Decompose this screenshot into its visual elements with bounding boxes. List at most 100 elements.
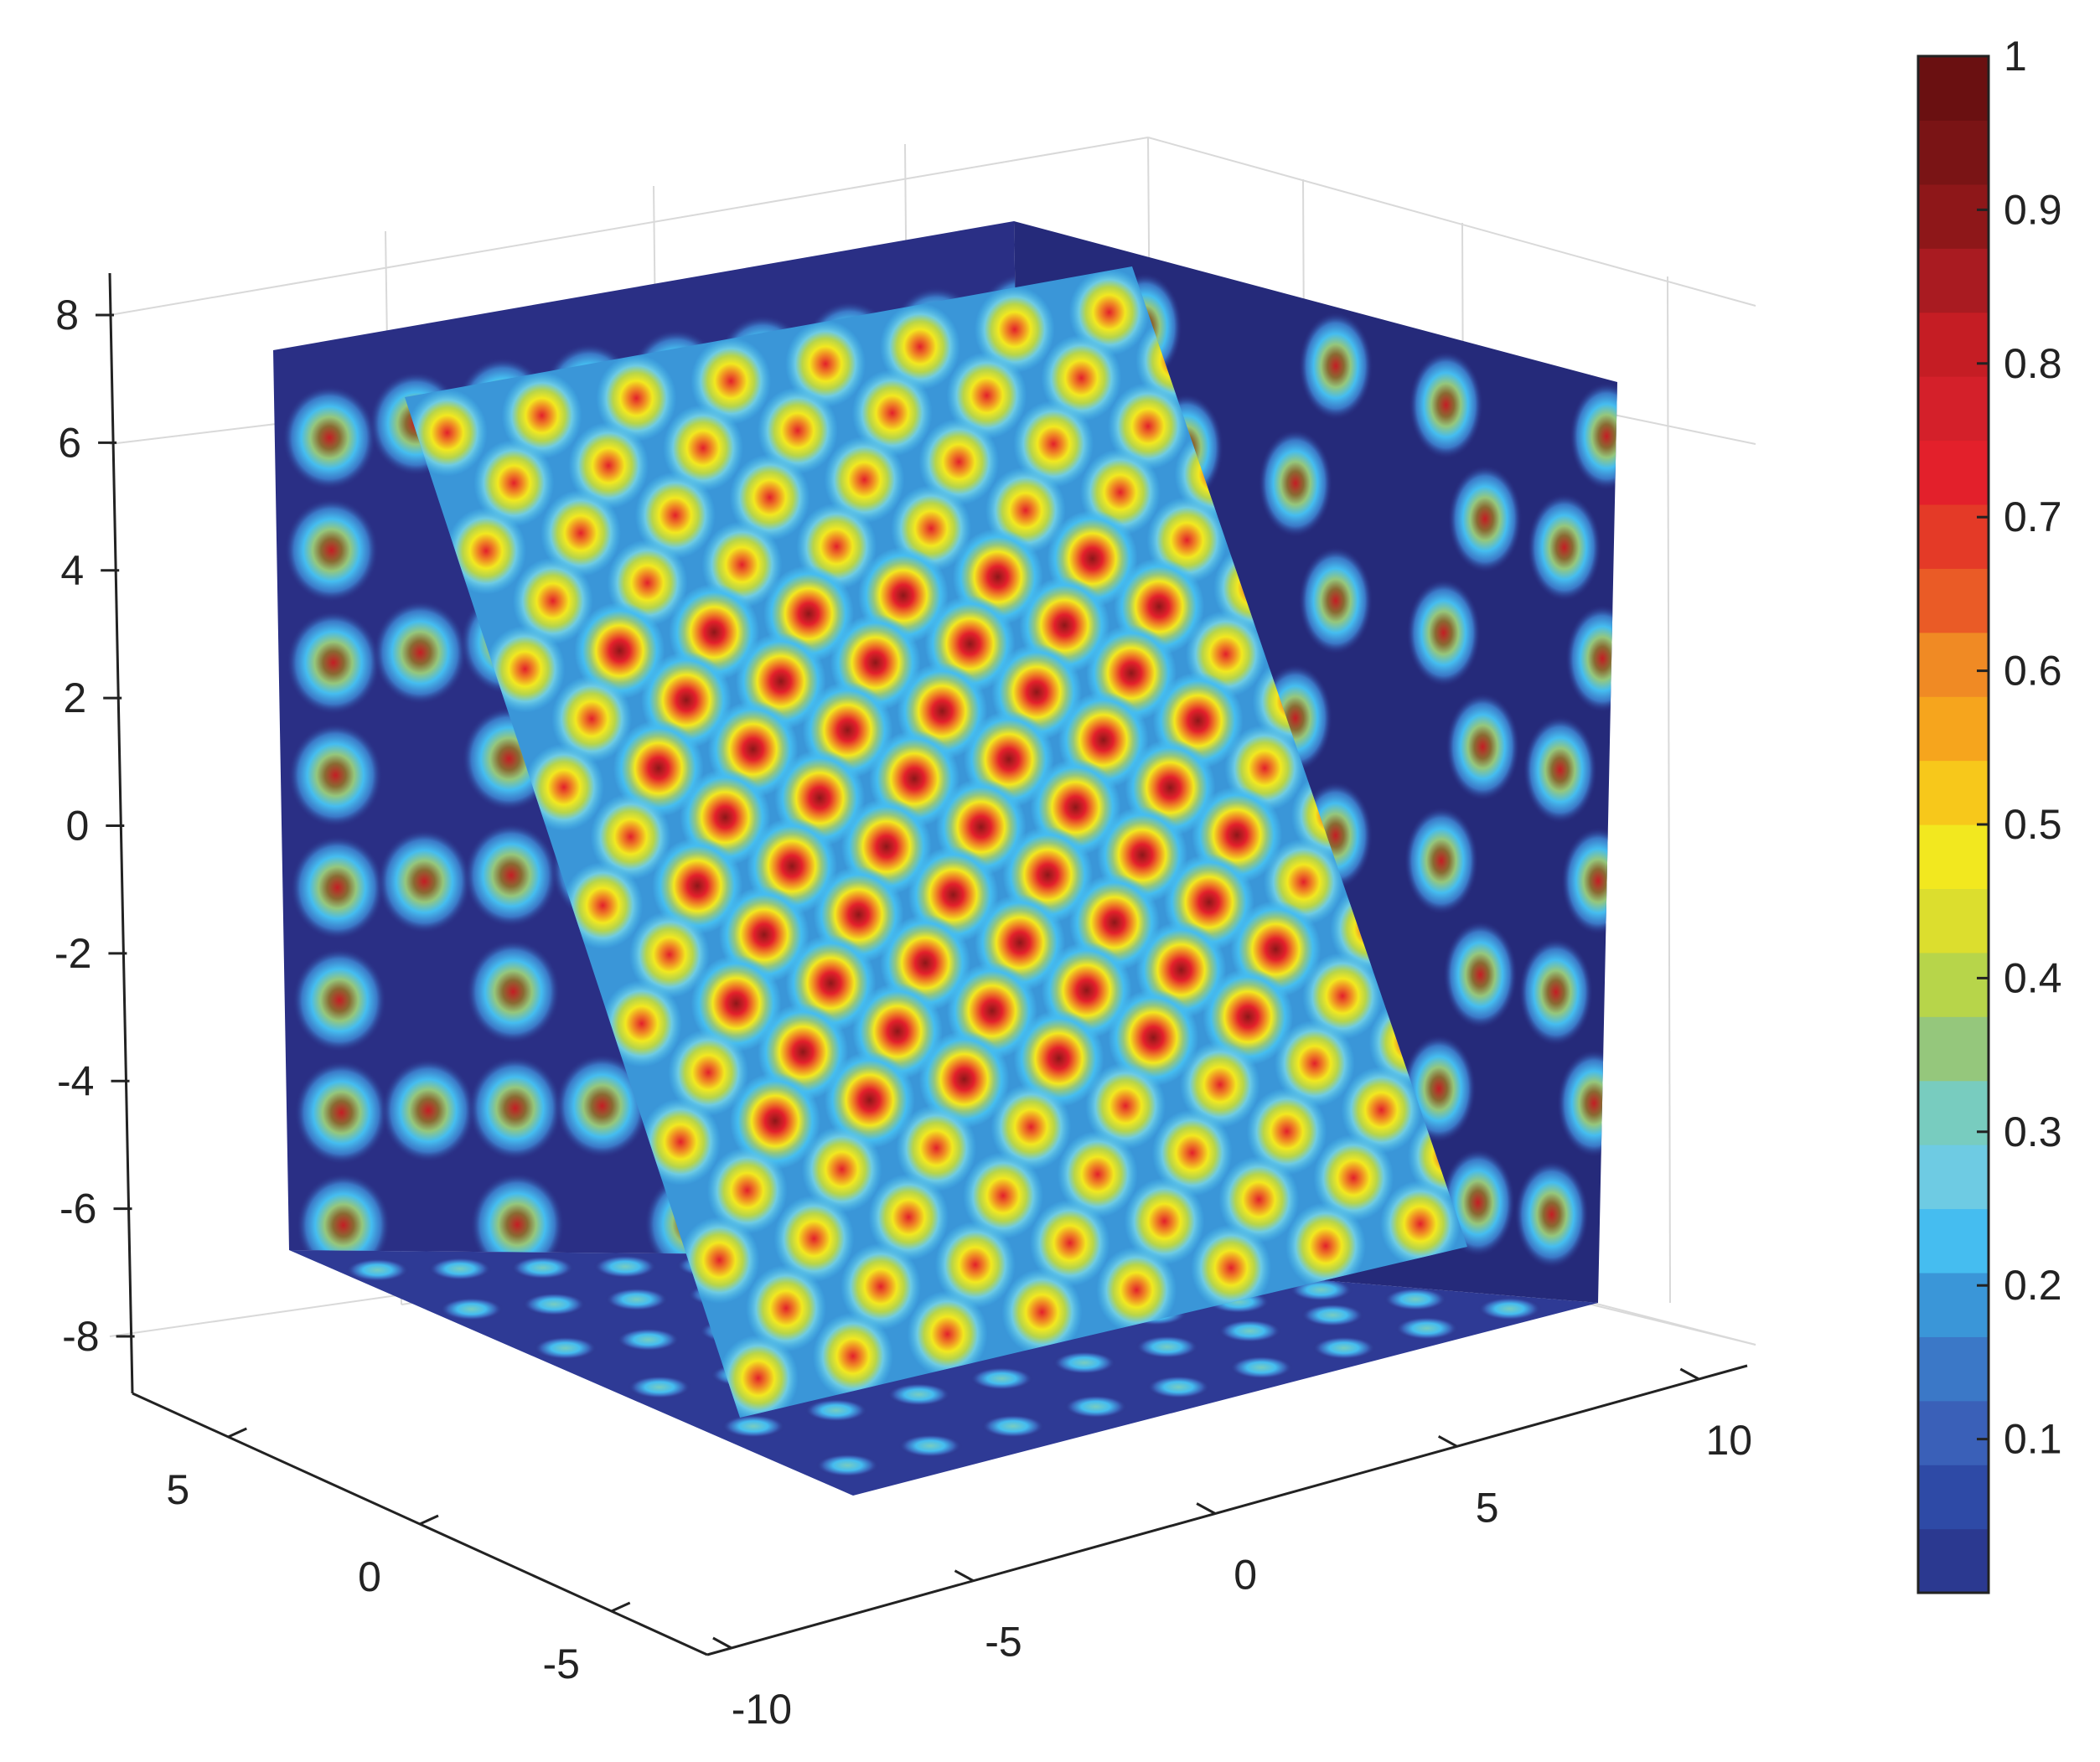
colorbar-tick-label: 0.3 [2004,1108,2062,1155]
intensity-spot [470,1172,565,1257]
intensity-spot [640,1098,722,1186]
intensity-spot [1013,1010,1104,1108]
colorbar-band [1918,1016,1989,1082]
x-tick-mark [954,1569,975,1583]
intensity-spot [1218,1319,1282,1343]
intensity-spot [484,625,566,713]
intensity-spot [1085,1062,1166,1150]
intensity-spot [1001,1269,1083,1356]
intensity-spot [1063,1394,1128,1418]
intensity-spot [1179,1041,1260,1129]
intensity-spot [1041,334,1122,422]
intensity-spot [668,1029,749,1116]
intensity-spot [785,320,866,408]
intensity-spot [946,352,1027,439]
intensity-spot [824,1052,915,1149]
intensity-spot [574,602,665,700]
intensity-spot [1409,351,1483,459]
intensity-spot [1068,268,1150,356]
intensity-spot [551,674,633,762]
colorbar-band [1918,824,1989,890]
intensity-spot [373,600,468,705]
intensity-spot [1313,1134,1394,1222]
intensity-spot [1135,1335,1199,1359]
intensity-spot [757,386,838,474]
intensity-spot [1203,968,1294,1066]
intensity-spot [691,954,782,1052]
intensity-spot [601,979,682,1067]
intensity-spot [562,861,644,949]
y-axis: 5 0 -5 [166,1427,631,1687]
y-tick-mark [419,1514,439,1526]
z-tick-label: 8 [55,292,79,338]
intensity-spot [596,354,677,442]
intensity-spot [427,1257,492,1281]
intensity-spot [974,286,1055,374]
intensity-spot [1108,989,1199,1087]
intensity-spot [1383,1287,1447,1311]
colorbar-tick-label: 0.6 [2004,648,2062,695]
z-tick-label: -4 [57,1057,94,1104]
intensity-spot [812,1312,893,1400]
intensity-spot [284,498,379,602]
colorbar-band [1918,1208,1989,1274]
intensity-spot [841,1243,921,1331]
intensity-spot [652,837,743,935]
intensity-spot [991,1083,1072,1170]
intensity-spot [290,835,385,940]
z-tick-label: -6 [59,1186,96,1232]
colorbar-band [1918,760,1989,825]
colorbar-tick-label: 0.7 [2004,493,2062,540]
intensity-spot [1518,938,1593,1046]
x-tick-mark [1679,1367,1700,1381]
intensity-spot [1246,1088,1327,1176]
colorbar-tick-label: 0.1 [2004,1416,2062,1463]
intensity-spot [512,557,593,645]
z-tick-label: 0 [65,803,89,850]
colorbar-tick-label: 0.9 [2004,186,2062,233]
colorbar-band [1918,120,1989,185]
intensity-spot [851,369,933,457]
intensity-spot [634,472,716,559]
intensity-spot [746,1264,827,1352]
y-tick-mark [227,1427,247,1439]
y-tick-label: 0 [358,1553,381,1600]
intensity-spot [1394,1316,1459,1341]
x-tick-label: 10 [1705,1417,1752,1464]
intensity-spot [286,610,380,715]
x-tick-label: -5 [985,1619,1022,1666]
x-tick-label: -10 [732,1686,792,1733]
intensity-spot [590,793,671,881]
intensity-spot [1565,605,1617,712]
intensity-spot [292,948,386,1052]
intensity-spot [970,1367,1034,1391]
intensity-spot [663,404,743,492]
intensity-spot [1557,1049,1617,1157]
colorbar-band [1918,56,1989,121]
intensity-spot [1527,493,1601,602]
intensity-spot [934,1221,1016,1309]
intensity-spot [896,1104,977,1192]
intensity-spot [706,1146,788,1234]
colorbar-tick-label: 1 [2004,33,2027,80]
x-tick-mark [712,1636,732,1650]
colorbar-band [1918,440,1989,505]
intensity-spot [879,302,960,390]
colorbar-band [1918,1080,1989,1145]
x-axis: -10 -5 0 5 10 [712,1367,1752,1733]
intensity-spot [616,1327,680,1351]
x-tick-mark [1437,1434,1458,1448]
intensity-spot [773,1195,855,1283]
intensity-spot [541,489,621,577]
intensity-spot [1514,1160,1589,1269]
intensity-spot [679,1216,760,1304]
z-tick-label: -2 [54,930,91,977]
intensity-spot [593,1254,658,1279]
intensity-spot [446,507,527,595]
intensity-spot [568,421,649,509]
colorbar-tick-label: 0.4 [2004,954,2062,1001]
z-axis: 8 6 4 2 0 -2 -4 -6 -8 [54,292,135,1360]
intensity-spot [730,1072,820,1170]
intensity-spot [801,1125,882,1213]
intensity-spot [377,829,472,933]
